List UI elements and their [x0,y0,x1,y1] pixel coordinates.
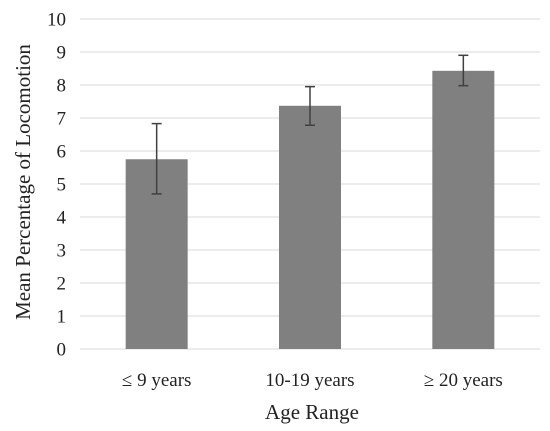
y-axis-label: Mean Percentage of Locomotion [11,44,35,320]
y-tick-label: 5 [57,175,67,196]
y-tick-label: 10 [47,10,66,31]
y-tick-label: 1 [57,307,67,328]
y-tick-label: 0 [57,340,67,361]
y-tick-label: 3 [57,241,67,262]
y-tick-label: 9 [57,43,67,64]
y-tick-label: 7 [57,109,67,130]
bar [279,105,341,349]
bars [125,70,495,349]
y-tick-label: 8 [57,76,67,97]
x-tick-label: 10-19 years [265,370,354,391]
bar [432,70,495,349]
y-tick-label: 4 [57,208,67,229]
error-bars [151,54,469,195]
x-tick-labels: ≤ 9 years 10-19 years ≥ 20 years [122,370,503,391]
y-tick-labels: 0 1 2 3 4 5 6 7 8 9 10 [47,10,67,361]
y-tick-label: 6 [57,142,67,163]
y-tick-label: 2 [57,274,67,295]
x-axis-label: Age Range [265,400,359,424]
x-tick-label: ≤ 9 years [122,370,192,391]
x-tick-label: ≥ 20 years [424,370,503,391]
